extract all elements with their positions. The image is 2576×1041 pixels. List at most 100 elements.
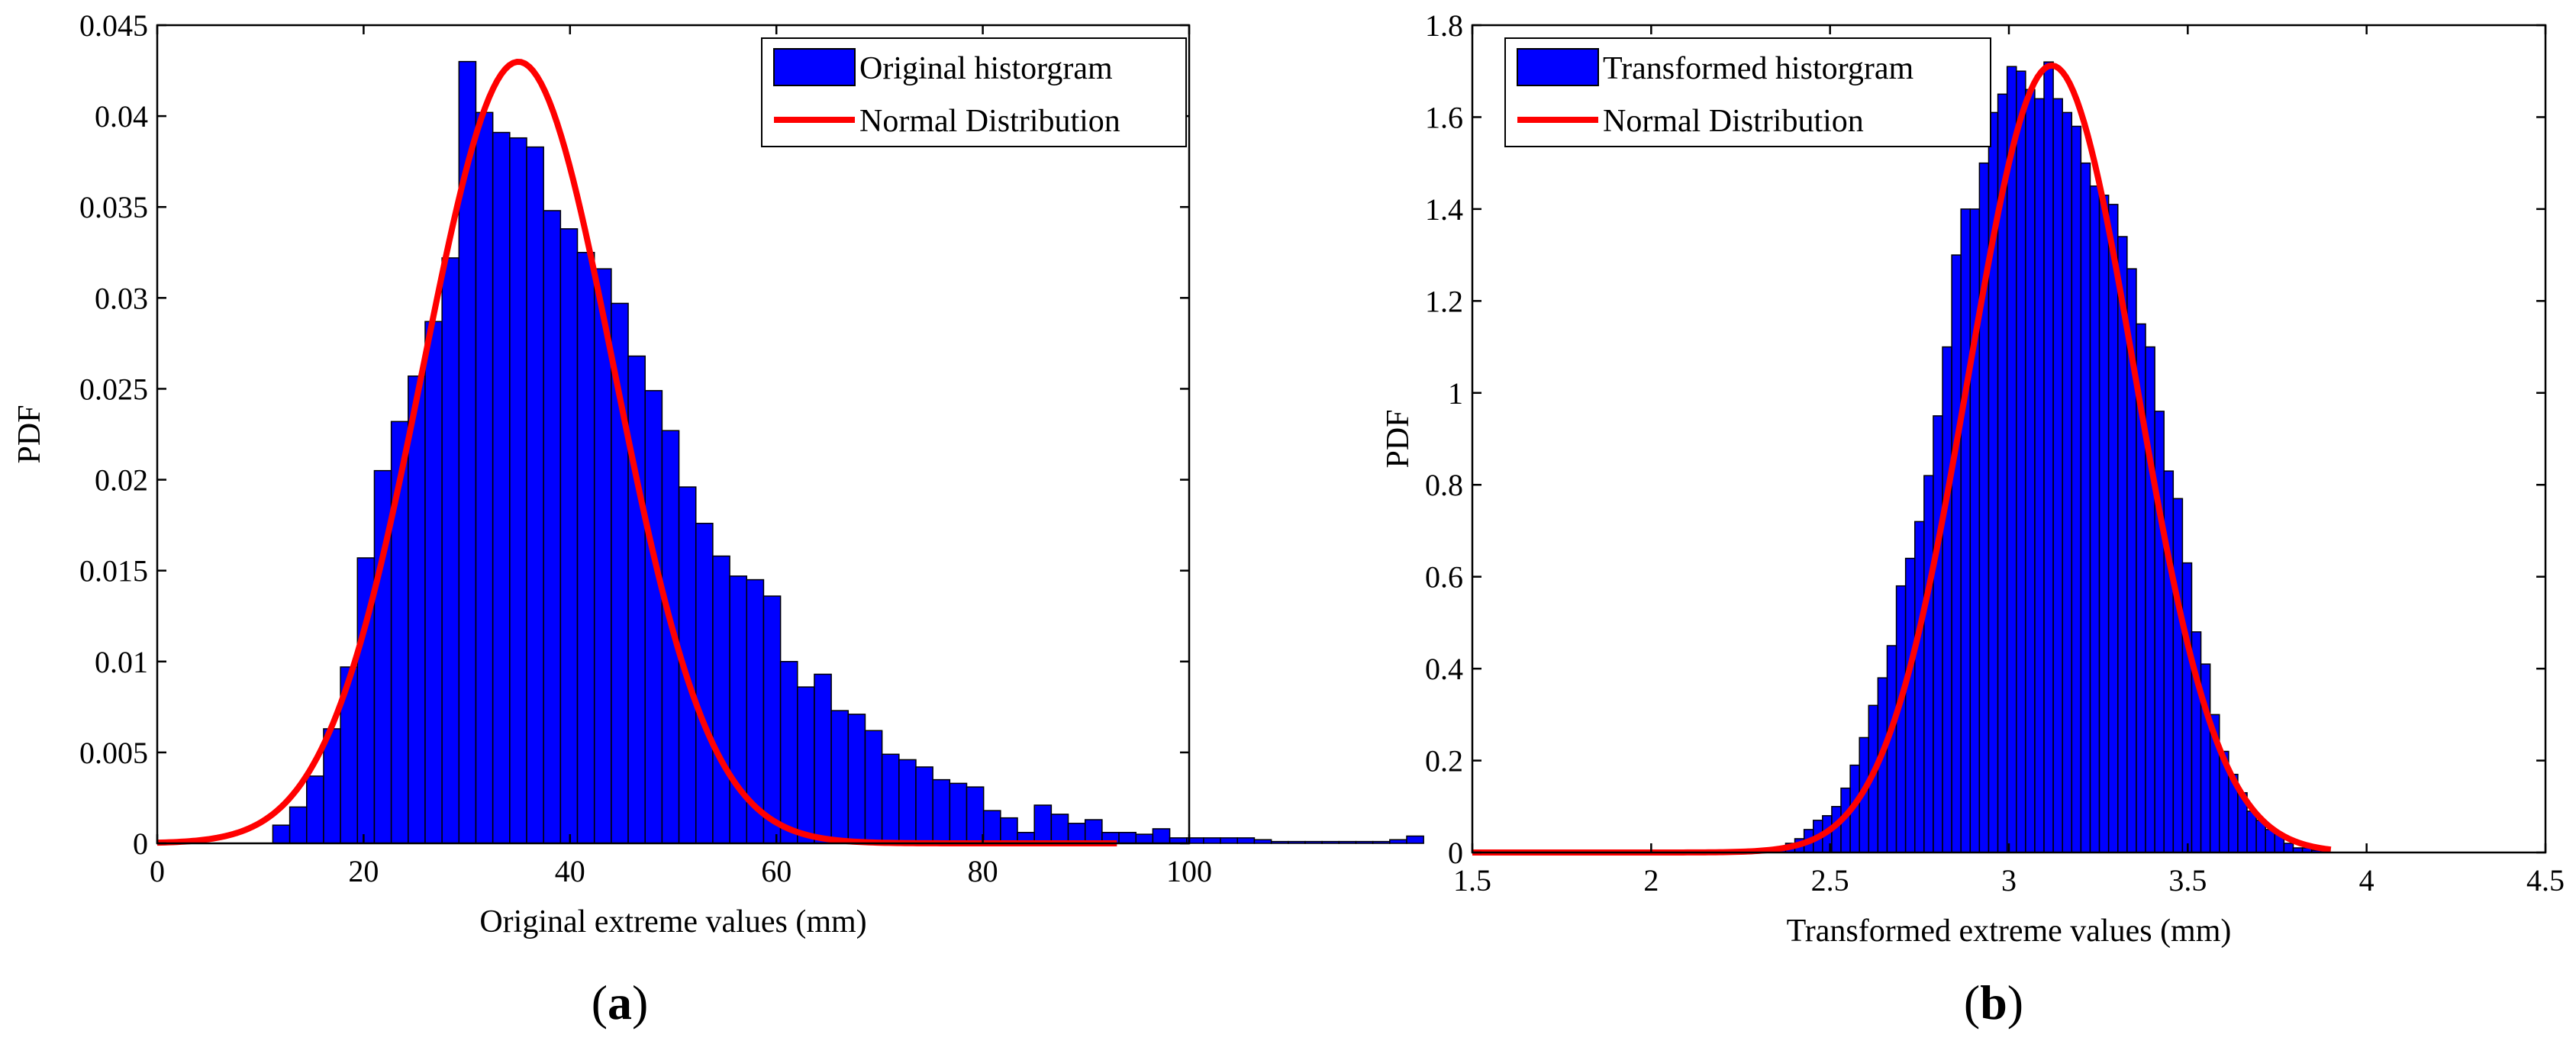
chart-b-legend-swatch-histogram — [1517, 48, 1599, 86]
b-bar — [2034, 98, 2045, 853]
a-bar — [424, 321, 443, 844]
chart-b-bars — [1775, 61, 2331, 853]
a-bar — [475, 111, 494, 844]
chart-a-x-axis-label: Original extreme values (mm) — [479, 904, 866, 939]
a-bar — [830, 710, 850, 844]
b-bar — [2107, 204, 2119, 853]
a-y-tick-label: 0.01 — [95, 645, 148, 679]
a-bar — [1321, 840, 1340, 844]
a-bar — [1135, 833, 1154, 844]
chart-a-y-ticks: 0 0.005 0.01 0.015 0.02 0.025 0.03 0.035 0.04 0.0… — [79, 8, 1189, 861]
chart-b-y-axis-label: PDF — [1381, 409, 1416, 468]
a-y-tick-label: 0.03 — [95, 281, 148, 315]
b-x-tick-label: 3 — [2001, 863, 2017, 898]
a-bar — [966, 786, 985, 844]
a-bar — [543, 210, 562, 844]
a-y-tick-label: 0.04 — [95, 99, 148, 134]
a-bar — [627, 355, 646, 844]
b-y-tick-label: 0.2 — [1425, 744, 1463, 778]
a-bar — [1033, 804, 1053, 844]
b-bar — [2006, 66, 2017, 853]
chart-a-plot-frame — [156, 24, 1191, 845]
a-bar — [898, 759, 917, 844]
chart-a-legend-swatch-histogram — [773, 48, 856, 86]
a-bar — [408, 375, 426, 844]
a-bar — [982, 810, 1001, 844]
b-y-tick-label: 1.2 — [1425, 284, 1463, 318]
chart-a-y-axis-label: PDF — [12, 404, 47, 463]
chart-a-legend: Original historgram Normal Distribution — [761, 37, 1187, 147]
a-bar — [526, 146, 544, 844]
a-bar — [949, 782, 968, 844]
a-bar — [576, 252, 595, 844]
chart-b-legend-label-histogram: Transformed historgram — [1603, 51, 1913, 86]
a-bar — [729, 575, 748, 844]
a-bar — [1253, 839, 1272, 844]
a-y-tick-label: 0.045 — [79, 8, 148, 43]
b-x-tick-label: 4 — [2359, 863, 2374, 898]
a-bar — [1236, 837, 1256, 844]
a-bar — [1050, 814, 1069, 844]
a-bar — [1203, 837, 1221, 844]
b-bar — [2089, 185, 2100, 853]
a-bar — [932, 778, 951, 844]
chart-a: 0 20 40 60 80 100 0 0.005 0.01 0.015 0.02 0.025 0.0… — [12, 8, 1424, 1030]
chart-a-legend-label-histogram: Original historgram — [859, 51, 1113, 86]
a-y-tick-label: 0.035 — [79, 190, 148, 224]
b-bar — [1951, 254, 1962, 853]
chart-b-panel-label: (b) — [1964, 975, 2023, 1030]
a-bar — [306, 775, 324, 844]
a-y-tick-label: 0.015 — [79, 554, 148, 588]
a-bar — [1389, 839, 1407, 844]
chart-b-legend-label-normal: Normal Distribution — [1603, 104, 1864, 139]
chart-b: 1.5 2 2.5 3 3.5 4 4.5 00.20.40.60.811.21.41.61… — [1381, 8, 2565, 1030]
a-bar — [1338, 840, 1357, 844]
b-bar — [2283, 843, 2294, 853]
a-bar — [1304, 840, 1323, 844]
b-y-tick-label: 1.4 — [1425, 192, 1463, 227]
b-bar — [2181, 562, 2193, 853]
a-bar — [779, 661, 798, 844]
chart-a-panel-label: (a) — [592, 975, 649, 1030]
b-y-tick-label: 1 — [1448, 376, 1463, 411]
a-x-tick-label: 60 — [761, 854, 791, 888]
a-bar — [1270, 840, 1289, 844]
b-x-tick-label: 4.5 — [2526, 863, 2565, 898]
b-bar — [1960, 208, 1971, 853]
b-bar — [1886, 645, 1897, 853]
b-bar — [2080, 162, 2091, 853]
a-bar — [1118, 831, 1136, 844]
b-bar — [2025, 89, 2036, 853]
a-bar — [1220, 837, 1239, 844]
b-y-tick-label: 0.6 — [1425, 560, 1463, 595]
a-bar — [492, 131, 511, 844]
b-x-tick-label: 2 — [1643, 863, 1659, 898]
a-x-tick-label: 40 — [555, 854, 585, 888]
a-x-tick-label: 0 — [150, 854, 165, 888]
a-bar — [712, 555, 730, 844]
a-bar — [814, 673, 832, 844]
a-bar — [644, 390, 663, 844]
a-bar — [1372, 840, 1391, 844]
a-bar — [1288, 840, 1306, 844]
chart-b-x-axis-label: Transformed extreme values (mm) — [1787, 914, 2232, 949]
a-bar — [509, 137, 527, 844]
a-bar — [847, 714, 866, 844]
a-bar — [559, 228, 579, 844]
b-bar — [2016, 70, 2026, 853]
b-bar — [2145, 346, 2155, 853]
b-y-tick-label: 1.6 — [1425, 100, 1463, 134]
a-bar — [797, 686, 815, 844]
a-y-tick-label: 0.005 — [79, 736, 148, 770]
chart-b-legend: Transformed historgram Normal Distributi… — [1504, 37, 1991, 147]
b-bar — [1904, 557, 1916, 853]
a-bar — [1355, 840, 1374, 844]
b-bar — [1923, 475, 1934, 853]
b-x-tick-label: 3.5 — [2168, 863, 2207, 898]
a-bar — [762, 595, 782, 844]
chart-a-x-ticks: 0 20 40 60 80 100 — [150, 25, 1212, 888]
b-bar — [2172, 498, 2184, 853]
a-x-tick-label: 80 — [968, 854, 998, 888]
a-bar — [1152, 828, 1171, 844]
